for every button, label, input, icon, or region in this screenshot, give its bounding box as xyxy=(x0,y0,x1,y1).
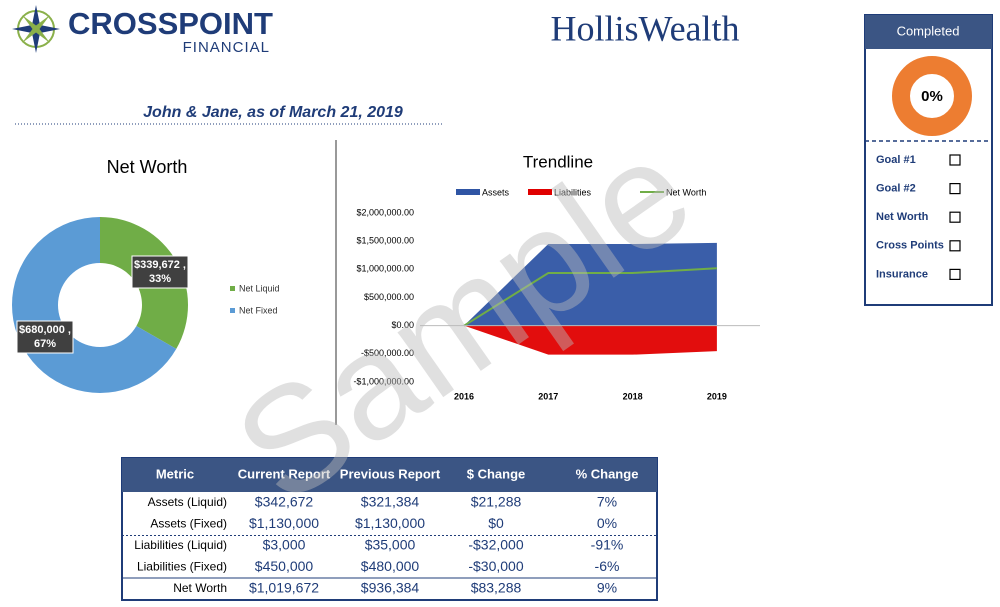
legend-swatch xyxy=(456,189,480,195)
progress-ring xyxy=(892,56,972,136)
y-tick-label: $1,500,000.00 xyxy=(356,236,414,246)
table-cell: $35,000 xyxy=(365,537,416,553)
data-label: 67% xyxy=(34,338,56,350)
legend-label: Net Worth xyxy=(666,187,706,197)
table-cell: $1,019,672 xyxy=(249,580,319,596)
checklist-title: Completed xyxy=(897,23,960,38)
y-tick-label: $500,000.00 xyxy=(364,292,414,302)
table-header: Previous Report xyxy=(340,466,441,481)
logo-left: CROSSPOINT xyxy=(68,6,273,41)
table-cell: $1,130,000 xyxy=(355,515,425,531)
checkbox xyxy=(949,268,961,280)
checkbox xyxy=(949,154,961,166)
y-tick-label: $0.00 xyxy=(391,320,414,330)
table-header-bg xyxy=(122,458,657,492)
table-cell: $936,384 xyxy=(361,580,420,596)
x-tick-label: 2018 xyxy=(623,391,643,401)
compass-logo xyxy=(12,5,60,53)
chart-title: Trendline xyxy=(523,152,593,171)
checkbox xyxy=(949,211,961,223)
progress-label: 0% xyxy=(921,88,943,105)
table-cell: Liabilities (Fixed) xyxy=(137,560,227,574)
legend-label: Liabilities xyxy=(554,187,592,197)
table-header: Metric xyxy=(156,466,194,481)
x-tick-label: 2017 xyxy=(538,391,558,401)
checkbox xyxy=(949,183,961,195)
chart-title: Net Worth xyxy=(107,157,188,177)
table-cell: -6% xyxy=(595,558,620,574)
table-cell: Net Worth xyxy=(173,581,227,595)
subtitle: John & Jane, as of March 21, 2019 xyxy=(143,104,403,121)
table-cell: $3,000 xyxy=(263,537,306,553)
table-cell: Liabilities (Liquid) xyxy=(134,538,227,552)
legend-label: Net Liquid xyxy=(239,283,280,293)
data-label: $339,672 , xyxy=(134,259,186,271)
legend-swatch xyxy=(528,189,552,195)
logo-left-sub: FINANCIAL xyxy=(183,39,270,56)
data-label: 33% xyxy=(149,273,171,285)
table-cell: $83,288 xyxy=(471,580,522,596)
table-cell: Assets (Fixed) xyxy=(150,517,227,531)
table-cell: $480,000 xyxy=(361,558,420,574)
table-cell: 9% xyxy=(597,580,617,596)
table-cell: -$32,000 xyxy=(468,537,523,553)
data-label-box xyxy=(131,255,189,289)
checklist-item: Cross Points xyxy=(876,240,944,252)
y-tick-label: -$1,000,000.00 xyxy=(353,376,414,386)
table-cell: $0 xyxy=(488,515,504,531)
checkbox xyxy=(949,240,961,252)
logo-right: HollisWealth xyxy=(550,8,739,48)
y-tick-label: $2,000,000.00 xyxy=(356,207,414,217)
table-cell: $321,384 xyxy=(361,494,420,510)
legend-label: Assets xyxy=(482,187,510,197)
checklist-header xyxy=(865,15,992,49)
y-tick-label: -$500,000.00 xyxy=(361,348,414,358)
area xyxy=(464,242,717,326)
table-cell: -$30,000 xyxy=(468,558,523,574)
table-header: $ Change xyxy=(467,466,526,481)
table-cell: 0% xyxy=(597,515,617,531)
checklist-item: Insurance xyxy=(876,268,928,280)
table-cell: $1,130,000 xyxy=(249,515,319,531)
table-header: % Change xyxy=(576,466,639,481)
y-tick-label: $1,000,000.00 xyxy=(356,264,414,274)
table-cell: $21,288 xyxy=(471,494,522,510)
data-label-box xyxy=(16,320,74,354)
table-cell: -91% xyxy=(591,537,624,553)
area xyxy=(464,325,717,355)
legend-swatch xyxy=(230,308,235,313)
data-label: $680,000 , xyxy=(19,324,71,336)
x-tick-label: 2019 xyxy=(707,391,727,401)
checklist-item: Net Worth xyxy=(876,211,929,223)
x-tick-label: 2016 xyxy=(454,391,474,401)
table-cell: $450,000 xyxy=(255,558,314,574)
dynamic-layer: 0% Goal #1 Goal #2 Net Worth Cross Points Ins… xyxy=(12,56,972,601)
table-header: Current Report xyxy=(238,466,331,481)
table-cell: $342,672 xyxy=(255,494,314,510)
legend-label: Net Fixed xyxy=(239,305,278,315)
checklist-item: Goal #1 xyxy=(876,154,916,166)
legend-swatch xyxy=(230,286,235,291)
line xyxy=(463,267,717,327)
table-cell: 7% xyxy=(597,494,617,510)
table-cell: Assets (Liquid) xyxy=(148,495,227,509)
checklist-item: Goal #2 xyxy=(876,183,916,195)
